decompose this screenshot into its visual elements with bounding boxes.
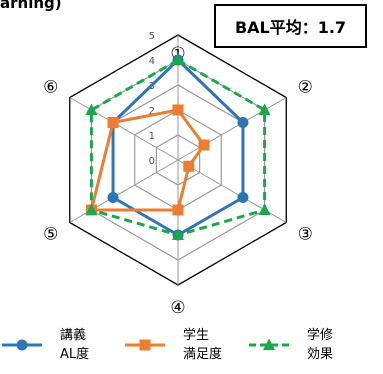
bal-average-label: BAL平均：1.7 [234, 18, 347, 37]
data-point [172, 53, 184, 65]
data-point [258, 103, 271, 115]
data-point [183, 160, 195, 172]
axis-label: ④ [170, 298, 185, 318]
data-point [258, 203, 271, 215]
legend-label: 学生 [183, 327, 209, 343]
legend-label: 講義 [60, 327, 86, 343]
legend-label: 効果 [307, 347, 333, 362]
legend-marker [263, 338, 275, 350]
axis-label: ② [298, 78, 313, 98]
data-point [172, 228, 184, 240]
bal-average-badge: BAL平均：1.7 [214, 4, 367, 48]
legend-label: AL度 [60, 346, 89, 362]
r-tick-label: 4 [149, 56, 155, 67]
legend-marker [16, 339, 28, 351]
data-point [198, 139, 210, 151]
data-point [107, 192, 119, 203]
data-point [172, 104, 184, 116]
axis-label: ⑤ [43, 225, 58, 245]
data-point [237, 192, 249, 203]
chart-title-fragment: arning) [0, 0, 62, 12]
grid-spoke [177, 97, 287, 161]
r-tick-label: 5 [149, 31, 155, 42]
axis-label: ③ [298, 225, 313, 245]
legend-label: 満足度 [183, 346, 222, 362]
data-point [107, 117, 119, 128]
legend-marker [139, 339, 151, 351]
axis-label: ⑥ [43, 78, 58, 98]
r-tick-label: 2 [149, 106, 155, 117]
data-point [237, 117, 249, 128]
r-tick-label: 1 [149, 131, 155, 142]
data-point [172, 204, 184, 216]
legend-label: 学修 [307, 327, 333, 343]
data-point [85, 103, 98, 115]
r-tick-label: 0 [149, 156, 155, 167]
grid-spoke [69, 97, 179, 161]
data-point [85, 203, 98, 215]
